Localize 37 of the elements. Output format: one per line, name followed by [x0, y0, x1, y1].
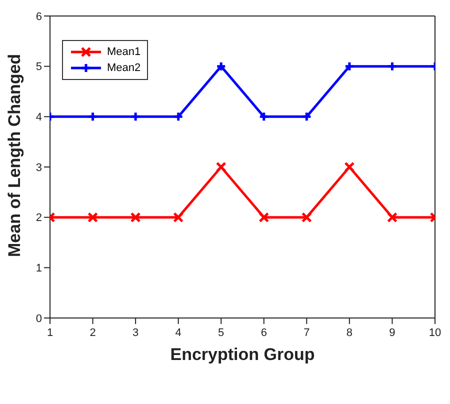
point — [386, 212, 398, 223]
x-tick-label: 8 — [346, 326, 353, 339]
x-tick-label: 10 — [428, 326, 442, 339]
x-tick-label: 1 — [46, 326, 54, 339]
x-tick-label: 2 — [90, 326, 96, 339]
x-axis-title: Encryption Group — [170, 345, 315, 364]
y-tick-label: 6 — [36, 10, 42, 23]
y-tick-label: 4 — [36, 112, 42, 124]
legend-label: Mean2 — [107, 62, 141, 74]
point — [344, 61, 355, 72]
x-tick-label: 5 — [218, 326, 224, 339]
y-tick-label: 5 — [36, 61, 42, 74]
point — [258, 212, 270, 223]
point — [344, 162, 355, 172]
point — [88, 212, 98, 223]
x-tick-label: 7 — [304, 326, 310, 339]
point — [386, 61, 398, 72]
y-tick-label: 3 — [36, 162, 42, 174]
point — [130, 212, 141, 223]
point — [216, 162, 226, 172]
point — [301, 212, 312, 223]
x-tick-label: 9 — [389, 326, 396, 339]
point — [173, 212, 184, 223]
legend-label: Mean1 — [107, 46, 141, 58]
point — [216, 61, 226, 72]
y-tick-label: 0 — [36, 312, 42, 325]
y-tick-label: 1 — [36, 262, 42, 275]
point — [130, 111, 141, 122]
point — [173, 111, 184, 122]
point — [258, 111, 270, 122]
x-tick-label: 4 — [175, 326, 182, 339]
point — [88, 111, 98, 122]
x-tick-label: 6 — [260, 326, 267, 339]
y-axis-title: Mean of Length Changed — [5, 54, 24, 257]
y-tick-label: 2 — [36, 212, 42, 224]
x-tick-label: 3 — [132, 326, 139, 339]
point — [301, 111, 312, 122]
